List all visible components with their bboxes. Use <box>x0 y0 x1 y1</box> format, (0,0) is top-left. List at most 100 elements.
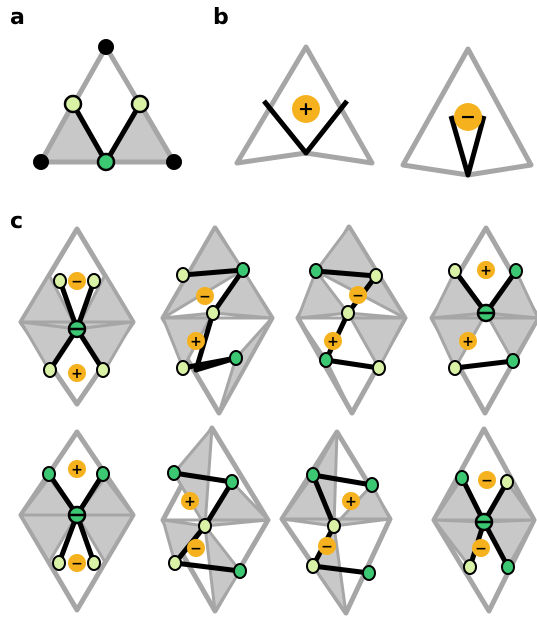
panel-a-vertex-top <box>98 39 114 55</box>
tile-vertex-light <box>52 555 66 571</box>
tile-vertex-light <box>372 360 386 376</box>
tile-charge <box>68 364 86 382</box>
tile-vertex-light <box>168 555 182 571</box>
tile-charge <box>349 286 367 304</box>
tile-charge-sign: + <box>190 334 202 350</box>
tile-vertex-green <box>96 466 110 482</box>
tile-vertex-green <box>42 466 56 482</box>
panel-c-tile: +− <box>18 429 136 613</box>
tile-vertex-green <box>506 353 520 369</box>
panel-c-tile: −+ <box>18 226 136 407</box>
panel-c-tile: +− <box>160 425 271 614</box>
tile-vertex-green <box>236 262 250 278</box>
tile-charge <box>187 539 205 557</box>
tile-path <box>182 355 237 371</box>
tile-shaded-face <box>217 316 274 415</box>
tile-charge <box>181 492 199 510</box>
tile-vertex-green <box>455 470 469 486</box>
panel-c-tile: −+ <box>295 224 408 416</box>
panel-b: + − <box>234 44 534 178</box>
panel-a-vertex-left-mid <box>63 94 83 114</box>
tile-path <box>454 358 514 371</box>
tile-charge <box>478 471 496 489</box>
tile-charge-sign: − <box>321 539 333 555</box>
panel-a-vertex-bottom-right <box>166 154 182 170</box>
panel-label-b: b <box>213 5 229 30</box>
tile-vertex-green <box>319 352 333 368</box>
tile-shaded-face <box>484 311 537 363</box>
tile-vertex-light <box>198 518 212 534</box>
tile-vertex-green <box>309 263 323 279</box>
tile-charge <box>68 272 86 290</box>
tile-vertex-light <box>369 268 383 284</box>
tile-charge <box>324 332 342 350</box>
panel-b-left-tile: + <box>234 44 375 166</box>
tile-charge-sign: − <box>71 274 83 290</box>
panel-c-tile: −− <box>431 426 537 614</box>
tile-vertex-light <box>87 273 101 289</box>
panel-a-vertex-bottom-mid <box>96 152 116 172</box>
tile-charge-sign: − <box>199 289 211 305</box>
panel-label-c: c <box>10 209 23 234</box>
panel-b-right-charge <box>454 103 482 131</box>
tile-charge-sign: + <box>71 462 83 478</box>
tile-charge-sign: − <box>352 288 364 304</box>
tile-charge <box>477 261 495 279</box>
tile-vertex-green <box>233 563 247 579</box>
tile-charge-sign: − <box>475 541 487 557</box>
tile-vertex-light <box>176 267 190 283</box>
tile-charge <box>68 554 86 572</box>
tile-shaded-face <box>296 269 350 320</box>
panel-label-a: a <box>10 5 25 30</box>
tile-vertex-light <box>53 273 67 289</box>
panel-a-vertex-bottom-left <box>33 154 49 170</box>
tile-charge <box>196 287 214 305</box>
tile-charge <box>342 492 360 510</box>
tile-vertex-green <box>229 350 243 366</box>
panel-c-tile: −+ <box>160 225 275 416</box>
tile-charge <box>472 539 490 557</box>
tile-vertex-light <box>96 362 110 378</box>
panel-b-right-path <box>448 115 487 178</box>
tile-vertex-green <box>362 565 376 581</box>
tile-vertex-light <box>448 360 462 376</box>
panel-a-vertex-right-mid <box>130 94 150 114</box>
tile-vertex-light <box>87 555 101 571</box>
tile-charge <box>68 460 86 478</box>
tile-vertex-light <box>500 474 514 490</box>
tile-shaded-face <box>346 311 407 370</box>
panel-b-left-charge <box>292 95 320 123</box>
tile-vertex-light <box>306 558 320 574</box>
panel-a <box>33 39 182 172</box>
tile-charge-sign: − <box>71 556 83 572</box>
tile-charge <box>187 332 205 350</box>
tile-vertex-green <box>306 467 320 483</box>
panel-b-right-tile: − <box>400 46 534 178</box>
tile-vertex-green <box>509 263 523 279</box>
panel-c-tile: +− <box>279 429 393 616</box>
tile-vertex-light <box>43 362 57 378</box>
tile-vertex-green <box>225 474 239 490</box>
panel-b-left-path <box>262 99 349 156</box>
tile-charge-sign: + <box>345 494 357 510</box>
tile-charge-sign: + <box>462 334 474 350</box>
tile-charge-sign: + <box>184 494 196 510</box>
panel-c: −+−+−++++−+−+−−− <box>18 224 537 616</box>
tile-charge-sign: − <box>481 473 493 489</box>
tile-charge-sign: + <box>327 334 339 350</box>
panel-b-left-charge-sign: + <box>298 98 314 120</box>
tile-charge <box>318 537 336 555</box>
panel-c-tile: ++ <box>429 225 537 416</box>
tile-vertex-green <box>365 477 379 493</box>
tile-vertex-light <box>327 518 341 534</box>
tile-vertex-green <box>501 559 515 575</box>
panel-b-right-charge-sign: − <box>460 106 476 128</box>
tile-vertex-green <box>167 465 181 481</box>
tile-charge-sign: − <box>190 541 202 557</box>
tile-vertex-light <box>206 305 220 321</box>
tile-vertex-light <box>463 559 477 575</box>
tile-vertex-light <box>341 305 355 321</box>
tile-charge <box>459 332 477 350</box>
